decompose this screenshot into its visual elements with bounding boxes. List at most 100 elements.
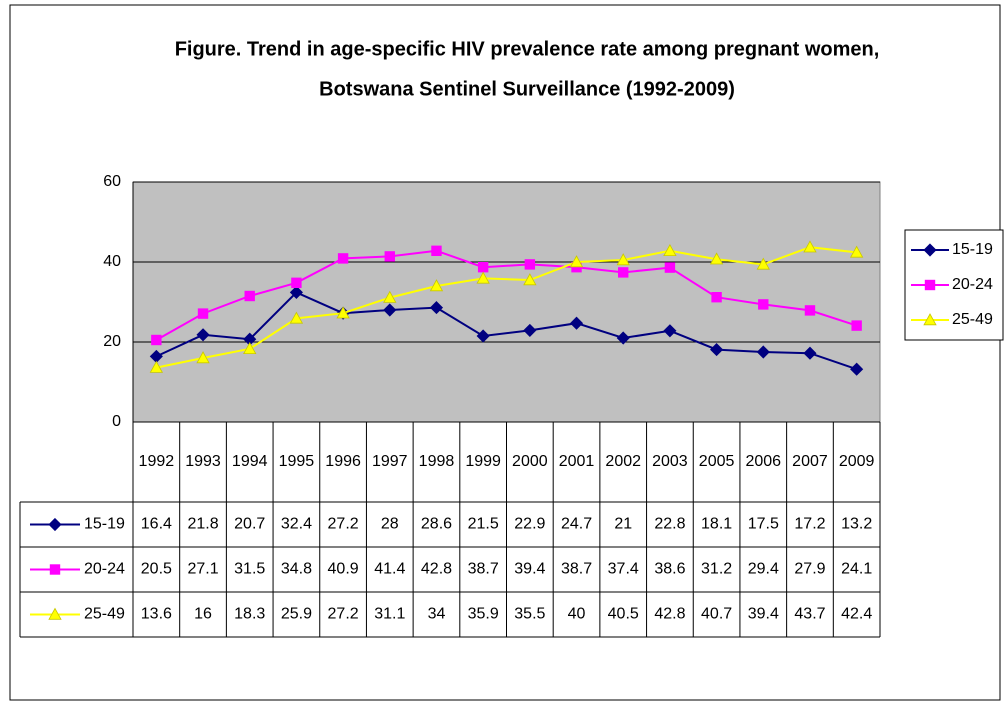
table-value: 22.9 bbox=[514, 516, 545, 533]
x-tick-label: 1999 bbox=[465, 453, 501, 470]
x-tick-label: 1992 bbox=[139, 453, 175, 470]
data-point bbox=[476, 271, 490, 284]
table-value: 25.9 bbox=[281, 606, 312, 623]
table-value: 20.5 bbox=[141, 561, 172, 578]
legend-label: 15-19 bbox=[952, 241, 993, 258]
table-value: 24.1 bbox=[841, 561, 872, 578]
data-point bbox=[711, 291, 722, 303]
data-point bbox=[664, 262, 676, 273]
x-tick-label: 2006 bbox=[745, 453, 781, 470]
data-point bbox=[618, 267, 629, 278]
table-value: 28 bbox=[381, 516, 399, 533]
data-point bbox=[756, 345, 770, 359]
table-value: 42.4 bbox=[841, 606, 872, 623]
data-point bbox=[336, 306, 350, 319]
table-value: 21 bbox=[614, 516, 632, 533]
data-point bbox=[758, 299, 769, 310]
data-point bbox=[756, 257, 770, 270]
table-value: 41.4 bbox=[374, 561, 405, 578]
y-tick-label: 40 bbox=[103, 253, 121, 270]
data-point bbox=[476, 329, 490, 343]
data-point bbox=[383, 303, 397, 317]
table-value: 39.4 bbox=[514, 561, 545, 578]
table-value: 38.7 bbox=[561, 561, 592, 578]
data-point bbox=[431, 245, 442, 257]
x-tick-label: 2003 bbox=[652, 453, 688, 470]
data-point bbox=[616, 331, 630, 345]
x-tick-label: 2001 bbox=[559, 453, 595, 470]
data-point bbox=[803, 346, 817, 360]
x-tick-label: 2005 bbox=[699, 453, 735, 470]
data-point bbox=[850, 362, 864, 376]
data-point bbox=[663, 243, 677, 257]
x-tick-label: 1997 bbox=[372, 453, 408, 470]
series-line bbox=[156, 246, 857, 369]
table-value: 21.5 bbox=[468, 516, 499, 533]
x-tick-label: 1998 bbox=[419, 453, 455, 470]
data-point bbox=[523, 273, 537, 286]
data-point bbox=[803, 240, 817, 253]
table-value: 27.9 bbox=[794, 561, 825, 578]
table-value: 38.7 bbox=[468, 561, 499, 578]
table-value: 16.4 bbox=[141, 516, 172, 533]
table-value: 35.9 bbox=[468, 606, 499, 623]
data-point bbox=[197, 308, 209, 319]
data-point bbox=[429, 279, 444, 292]
table-value: 40.5 bbox=[608, 606, 639, 623]
data-point bbox=[663, 324, 677, 338]
table-series-name: 20-24 bbox=[84, 561, 125, 578]
table-value: 13.6 bbox=[141, 606, 172, 623]
data-point bbox=[151, 334, 162, 346]
data-point bbox=[569, 316, 584, 330]
legend-label: 20-24 bbox=[952, 276, 993, 293]
x-tick-label: 1996 bbox=[325, 453, 361, 470]
x-tick-label: 2002 bbox=[605, 453, 641, 470]
table-value: 38.6 bbox=[654, 561, 685, 578]
y-tick-label: 60 bbox=[103, 173, 121, 190]
table-key-marker bbox=[48, 607, 62, 620]
x-tick-label: 1995 bbox=[279, 453, 315, 470]
data-point bbox=[477, 261, 489, 273]
x-tick-label: 2007 bbox=[792, 453, 828, 470]
table-value: 29.4 bbox=[748, 561, 779, 578]
table-series-name: 15-19 bbox=[84, 516, 125, 533]
table-value: 22.8 bbox=[654, 516, 685, 533]
table-value: 37.4 bbox=[608, 561, 639, 578]
chart-title: Figure. Trend in age-specific HIV preval… bbox=[175, 38, 880, 60]
table-key-marker bbox=[49, 564, 61, 575]
data-point bbox=[523, 323, 537, 337]
table-value: 24.7 bbox=[561, 516, 592, 533]
table-value: 18.1 bbox=[701, 516, 732, 533]
data-point bbox=[289, 285, 303, 299]
table-value: 31.1 bbox=[374, 606, 405, 623]
y-tick-label: 20 bbox=[103, 333, 121, 350]
series-line bbox=[155, 249, 857, 341]
chart-title: Botswana Sentinel Surveillance (1992-200… bbox=[319, 78, 735, 100]
table-value: 20.7 bbox=[234, 516, 265, 533]
data-point bbox=[524, 259, 536, 270]
table-value: 18.3 bbox=[234, 606, 265, 623]
table-value: 21.8 bbox=[187, 516, 218, 533]
x-tick-label: 2000 bbox=[512, 453, 548, 470]
table-value: 34 bbox=[428, 606, 446, 623]
table-value: 17.5 bbox=[748, 516, 779, 533]
table-value: 40.7 bbox=[701, 606, 732, 623]
data-point bbox=[384, 251, 395, 262]
data-point bbox=[243, 341, 257, 355]
x-tick-label: 1993 bbox=[185, 453, 221, 470]
table-key-marker bbox=[48, 517, 62, 532]
table-value: 43.7 bbox=[794, 606, 825, 623]
data-point bbox=[849, 245, 864, 258]
data-point bbox=[851, 320, 862, 331]
table-value: 35.5 bbox=[514, 606, 545, 623]
table-value: 42.8 bbox=[654, 606, 685, 623]
legend-marker bbox=[924, 279, 936, 291]
table-value: 32.4 bbox=[281, 516, 312, 533]
table-value: 17.2 bbox=[794, 516, 825, 533]
y-tick-label: 0 bbox=[112, 413, 121, 430]
data-point bbox=[196, 328, 210, 342]
data-point bbox=[337, 253, 349, 264]
table-series-name: 25-49 bbox=[84, 606, 125, 623]
table-value: 27.2 bbox=[328, 516, 359, 533]
